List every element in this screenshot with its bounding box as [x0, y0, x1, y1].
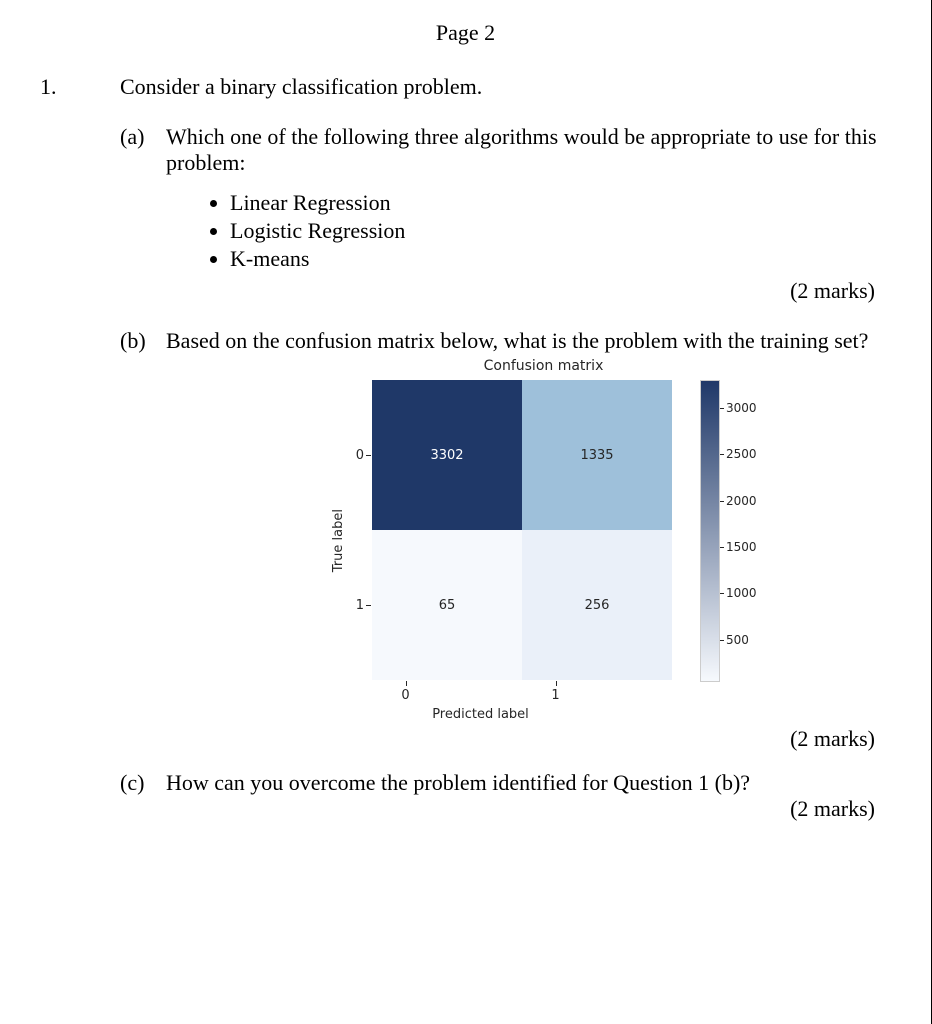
- part-b-content: Based on the confusion matrix below, wha…: [166, 328, 891, 752]
- heatmap-area: True label 0 1 3302 1335 65 256: [289, 380, 769, 682]
- part-a-bullets: Linear Regression Logistic Regression K-…: [166, 190, 891, 272]
- part-b-label: (b): [120, 328, 166, 354]
- heatmap-cell: 1335: [522, 380, 672, 530]
- spacer: [289, 682, 331, 703]
- x-tick: 0: [331, 682, 481, 703]
- bullet-item: Logistic Regression: [230, 218, 891, 244]
- x-ticks-row: 0 1: [289, 682, 769, 703]
- question-body: Consider a binary classification problem…: [120, 74, 891, 822]
- part-a: (a) Which one of the following three alg…: [120, 124, 891, 304]
- y-tick: 0: [350, 380, 364, 530]
- x-axis-label: Predicted label: [331, 707, 631, 722]
- heatmap-cell: 65: [372, 530, 522, 680]
- confusion-matrix-figure: Confusion matrix True label 0 1 3302 133…: [289, 358, 769, 722]
- colorbar: [700, 380, 720, 682]
- colorbar-wrap: 30002500200015001000500: [700, 380, 726, 682]
- y-axis-label: True label: [331, 489, 346, 572]
- bullet-item: K-means: [230, 246, 891, 272]
- bullet-item: Linear Regression: [230, 190, 891, 216]
- part-b-text: Based on the confusion matrix below, wha…: [166, 328, 891, 354]
- part-a-marks: (2 marks): [166, 278, 891, 304]
- question-number: 1.: [40, 74, 120, 100]
- x-ticks: 0 1: [331, 682, 631, 703]
- part-a-text: Which one of the following three algorit…: [166, 124, 891, 176]
- part-a-label: (a): [120, 124, 166, 150]
- colorbar-tick: 2500: [726, 447, 757, 461]
- confusion-matrix-figure-wrap: Confusion matrix True label 0 1 3302 133…: [166, 358, 891, 722]
- part-c: (c) How can you overcome the problem ide…: [120, 770, 891, 822]
- part-b: (b) Based on the confusion matrix below,…: [120, 328, 891, 752]
- colorbar-tick: 500: [726, 633, 749, 647]
- question-row: 1. Consider a binary classification prob…: [40, 74, 891, 822]
- y-ticks: 0 1: [350, 380, 364, 680]
- x-tick: 1: [481, 682, 631, 703]
- part-c-marks: (2 marks): [166, 796, 891, 822]
- heatmap-cell: 3302: [372, 380, 522, 530]
- colorbar-tick: 1000: [726, 586, 757, 600]
- figure-title: Confusion matrix: [319, 358, 769, 374]
- colorbar-tick: 3000: [726, 401, 757, 415]
- part-b-marks: (2 marks): [166, 726, 891, 752]
- heatmap-cell: 256: [522, 530, 672, 680]
- part-c-content: How can you overcome the problem identif…: [166, 770, 891, 822]
- colorbar-tick: 1500: [726, 540, 757, 554]
- heatmap-grid: 3302 1335 65 256: [372, 380, 672, 680]
- y-tick: 1: [350, 530, 364, 680]
- page: Page 2 1. Consider a binary classificati…: [0, 0, 932, 1024]
- question-intro: Consider a binary classification problem…: [120, 74, 891, 100]
- part-c-text: How can you overcome the problem identif…: [166, 770, 891, 796]
- part-a-content: Which one of the following three algorit…: [166, 124, 891, 304]
- page-header: Page 2: [40, 20, 891, 46]
- part-c-label: (c): [120, 770, 166, 796]
- colorbar-tick: 2000: [726, 494, 757, 508]
